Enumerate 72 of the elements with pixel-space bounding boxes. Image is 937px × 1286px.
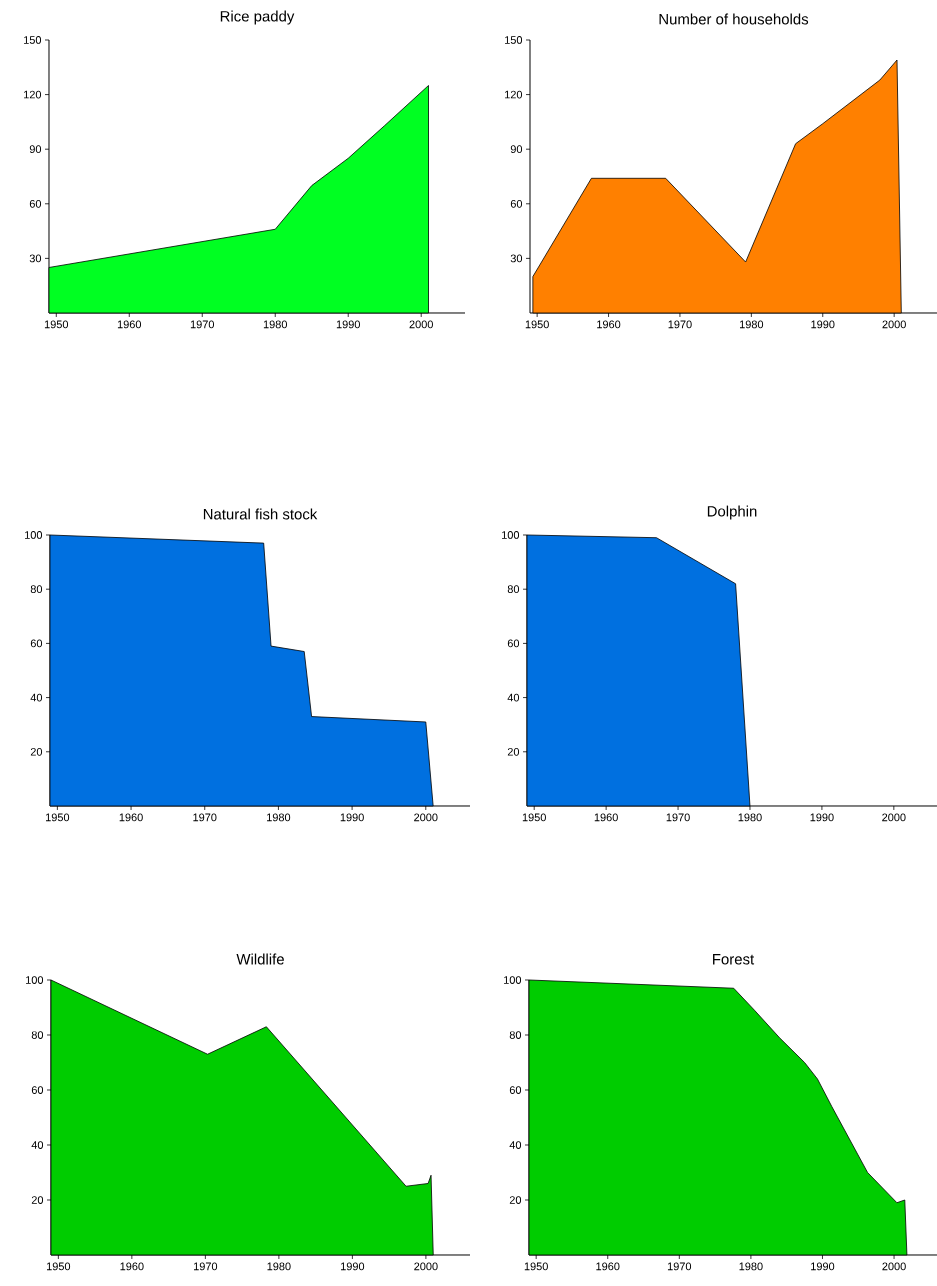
x-tick-label: 1960 (596, 320, 621, 329)
x-tick-label: 1990 (810, 813, 834, 822)
y-tick-label: 60 (31, 1086, 43, 1094)
y-tick-label: 40 (30, 693, 42, 702)
chart-title: Forest (712, 954, 754, 965)
y-tick-label: 80 (507, 585, 519, 594)
y-tick-label: 60 (510, 199, 522, 208)
y-tick-label: 60 (29, 199, 41, 208)
y-tick-label: 80 (509, 1031, 521, 1039)
chart-title: Wildlife (236, 953, 284, 965)
x-tick-label: 1970 (193, 1262, 217, 1271)
y-tick-label: 120 (23, 90, 41, 99)
y-tick-label: 100 (24, 531, 42, 539)
x-tick-label: 1970 (667, 1262, 691, 1271)
y-tick-label: 40 (31, 1141, 43, 1149)
x-tick-label: 1990 (340, 813, 364, 822)
chart-title: Natural fish stock (203, 508, 318, 520)
x-tick-label: 1970 (666, 813, 690, 822)
x-tick-label: 1960 (117, 320, 141, 329)
x-tick-label: 1980 (739, 1262, 763, 1271)
y-tick-label: 30 (510, 254, 522, 263)
x-tick-label: 1950 (44, 320, 68, 329)
y-tick-label: 60 (30, 639, 42, 648)
x-tick-label: 1980 (267, 1262, 291, 1271)
x-tick-label: 1950 (525, 320, 549, 329)
x-tick-label: 1980 (263, 320, 287, 329)
y-tick-label: 60 (509, 1086, 521, 1094)
x-tick-label: 1970 (190, 320, 214, 329)
x-tick-label: 2000 (882, 320, 906, 329)
x-tick-label: 1960 (596, 1262, 620, 1271)
y-tick-label: 80 (31, 1031, 43, 1039)
y-tick-label: 100 (503, 976, 521, 984)
y-tick-label: 100 (25, 976, 43, 984)
y-tick-label: 20 (507, 747, 519, 756)
x-tick-label: 1990 (336, 320, 360, 329)
x-tick-label: 2000 (409, 320, 433, 329)
x-tick-label: 2000 (413, 813, 438, 822)
y-tick-label: 150 (504, 36, 522, 44)
y-tick-label: 120 (504, 90, 522, 99)
x-tick-label: 1980 (738, 813, 762, 822)
x-tick-label: 1950 (524, 1262, 548, 1271)
y-tick-label: 100 (501, 531, 519, 539)
y-tick-label: 80 (30, 585, 42, 594)
y-tick-label: 20 (31, 1196, 43, 1204)
x-tick-label: 2000 (882, 1262, 906, 1271)
x-tick-label: 1970 (668, 320, 692, 329)
x-tick-label: 1990 (340, 1262, 364, 1271)
x-tick-label: 1950 (522, 813, 546, 822)
x-tick-label: 1960 (594, 813, 618, 822)
x-tick-label: 1960 (120, 1262, 144, 1271)
y-tick-label: 20 (30, 747, 42, 756)
x-tick-label: 1950 (45, 813, 69, 822)
y-tick-label: 40 (507, 693, 519, 702)
x-tick-label: 1960 (119, 813, 143, 822)
chart-title: Rice paddy (220, 10, 295, 25)
x-tick-label: 1990 (811, 320, 835, 329)
y-tick-label: 30 (29, 254, 41, 263)
x-tick-label: 1970 (193, 813, 217, 822)
y-tick-label: 20 (509, 1196, 521, 1204)
chart-title: Number of households (659, 13, 808, 25)
y-tick-label: 60 (507, 639, 519, 648)
x-tick-label: 1980 (739, 320, 763, 329)
y-tick-label: 90 (510, 145, 522, 154)
y-tick-label: 90 (29, 145, 41, 154)
x-tick-label: 2000 (414, 1262, 438, 1271)
y-tick-label: 40 (509, 1141, 521, 1149)
x-tick-label: 1980 (266, 813, 290, 822)
chart-title: Dolphin (707, 505, 757, 520)
x-tick-label: 1950 (46, 1262, 70, 1271)
y-tick-label: 150 (23, 36, 41, 44)
x-tick-label: 1990 (810, 1262, 834, 1271)
x-tick-label: 2000 (881, 813, 906, 822)
